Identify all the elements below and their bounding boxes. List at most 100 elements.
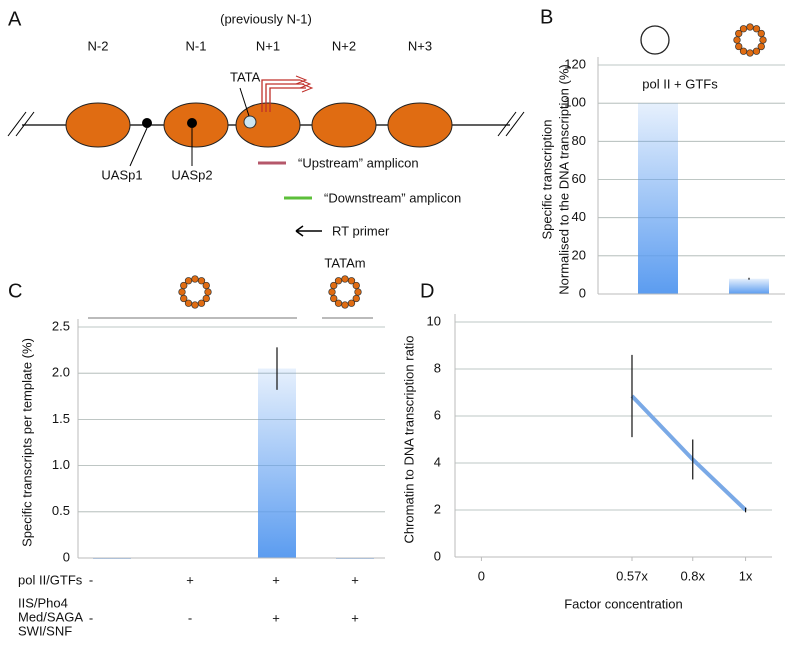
chromatin-icons <box>178 23 767 309</box>
x-tick-label: 1x <box>739 568 753 583</box>
bead <box>184 299 193 307</box>
bead <box>341 301 349 309</box>
bead <box>341 275 349 283</box>
annotation: TATAm <box>324 255 365 270</box>
row-label: pol II/GTFs <box>18 572 83 587</box>
y-tick-label: 100 <box>564 95 586 110</box>
nucleosome <box>235 102 301 148</box>
bead <box>757 42 765 51</box>
x-tick-label: 0.57x <box>616 568 648 583</box>
y-axis-label: Specific transcripts per template (%) <box>19 338 34 547</box>
y-tick-label: 20 <box>572 247 586 262</box>
y-tick-label: 8 <box>434 360 441 375</box>
y-tick-label: 6 <box>434 407 441 422</box>
break <box>7 111 27 137</box>
panel-label: C <box>8 280 22 302</box>
panel-label: A <box>8 8 22 30</box>
uas-site <box>187 118 197 128</box>
y-tick-label: 2.5 <box>52 318 70 333</box>
y-tick-label: 10 <box>427 313 441 328</box>
bead <box>202 294 210 303</box>
nucleosome-label: N+1 <box>256 38 280 53</box>
transcript-arrows <box>261 79 306 112</box>
bead <box>204 288 212 296</box>
y-tick-label: 0 <box>434 548 441 563</box>
nucleosome-label: N-2 <box>88 38 109 53</box>
bead <box>191 275 199 283</box>
nucleosome <box>311 102 377 148</box>
bead <box>197 277 206 285</box>
x-tick-label: 0 <box>478 568 485 583</box>
x-axis-label: Factor concentration <box>564 596 683 611</box>
y-tick-label: 0.5 <box>52 503 70 518</box>
bar <box>638 103 678 295</box>
condition-sign: - <box>89 572 93 587</box>
annotation: pol II + GTFs <box>642 76 718 91</box>
y-axis-label: Specific transcription <box>539 120 554 240</box>
row-label: Med/SAGA <box>18 609 83 624</box>
row-label: IIS/Pho4 <box>18 595 68 610</box>
y-tick-label: 2.0 <box>52 365 70 380</box>
y-tick-label: 2 <box>434 501 441 516</box>
bead <box>178 288 186 296</box>
break <box>497 111 517 137</box>
y-tick-label: 40 <box>572 209 586 224</box>
site-label: UASp1 <box>101 167 142 182</box>
leader <box>239 87 250 117</box>
y-axis-label: Chromatin to DNA transcription ratio <box>401 335 416 543</box>
bead <box>735 29 743 38</box>
bar <box>729 278 769 294</box>
bead <box>347 277 356 285</box>
bead <box>757 29 765 38</box>
diagram: (previously N-1) N-2 N-1 N+1 N+2 N+3 TAT… <box>7 11 525 238</box>
legend-label: RT primer <box>332 223 390 238</box>
bead <box>352 281 360 290</box>
nucleosome-label: N-1 <box>186 38 207 53</box>
uas-site <box>142 118 152 128</box>
panel-label: D <box>420 280 434 302</box>
panel-label: B <box>540 6 553 28</box>
tata-site <box>243 115 257 129</box>
bead <box>739 25 748 33</box>
header: (previously N-1) <box>220 11 312 26</box>
break <box>505 111 525 137</box>
y-tick-label: 4 <box>434 454 441 469</box>
line <box>630 394 747 512</box>
nucleosome-label: N+3 <box>408 38 432 53</box>
legend-label: “Upstream” amplicon <box>298 155 419 170</box>
bead <box>752 47 761 55</box>
bead <box>733 36 741 44</box>
y-tick-label: 120 <box>564 56 586 71</box>
bead <box>202 281 210 290</box>
condition-sign: + <box>186 572 194 587</box>
bead <box>197 299 206 307</box>
site-label: TATA <box>230 69 261 84</box>
y-tick-label: 60 <box>572 171 586 186</box>
nucleosome <box>65 102 131 148</box>
condition-sign: - <box>89 610 93 625</box>
condition-sign: + <box>351 610 359 625</box>
condition-sign: - <box>188 610 192 625</box>
bead <box>334 299 343 307</box>
y-tick-label: 80 <box>572 133 586 148</box>
dna-template-icon <box>640 25 670 55</box>
bead <box>330 294 338 303</box>
row-label: SWI/SNF <box>18 623 72 638</box>
bead <box>330 281 338 290</box>
nucleosome <box>387 102 453 148</box>
break <box>15 111 35 137</box>
bead <box>334 277 343 285</box>
site-label: UASp2 <box>171 167 212 182</box>
bead <box>752 25 761 33</box>
bead <box>746 23 754 31</box>
condition-sign: + <box>272 572 280 587</box>
legend-swatch <box>295 225 322 237</box>
bar <box>258 368 296 558</box>
condition-sign: + <box>351 572 359 587</box>
condition-sign: + <box>272 610 280 625</box>
arrowheads <box>295 75 314 93</box>
bead <box>352 294 360 303</box>
legend-label: “Downstream” amplicon <box>324 190 461 205</box>
y-tick-label: 1.5 <box>52 411 70 426</box>
